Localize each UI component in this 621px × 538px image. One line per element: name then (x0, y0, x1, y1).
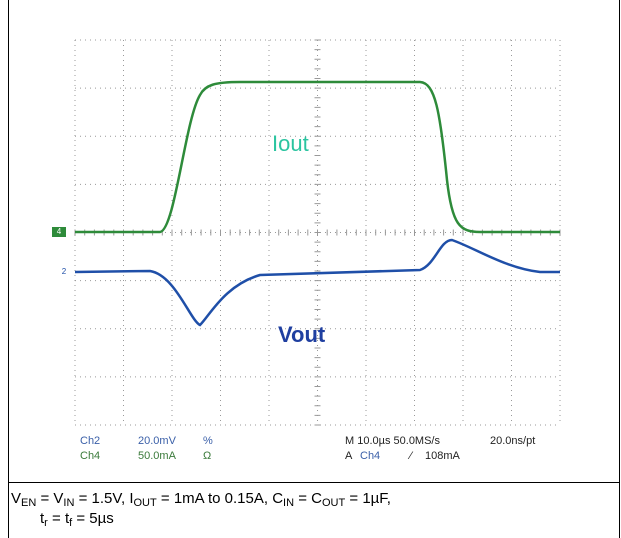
caption-text: = 1.5V, I (74, 490, 134, 507)
vout-trace (74, 238, 560, 327)
timebase: M 10.0µs 50.0MS/s (345, 435, 440, 447)
caption-text: = t (47, 510, 70, 527)
trace-label: Iout (272, 131, 309, 156)
caption-subscript: EN (21, 497, 37, 509)
channel-name: Ch2 (80, 435, 100, 447)
caption-text: = V (36, 490, 64, 507)
iout-trace (75, 80, 560, 234)
caption-subscript: f (69, 517, 73, 529)
trigger-source: Ch4 (360, 450, 380, 462)
channel-coupling: % (203, 435, 213, 447)
caption-text: = 1µF, (345, 490, 391, 507)
trigger-level: 108mA (425, 450, 461, 462)
caption-text: t (40, 510, 45, 527)
grid (74, 39, 561, 426)
caption-line: VEN = VIN = 1.5V, IOUT = 1mA to 0.15A, C… (11, 490, 391, 509)
caption-subscript: OUT (133, 497, 157, 509)
caption-subscript: IN (63, 497, 75, 509)
caption-text: = 1mA to 0.15A, C (156, 490, 284, 507)
channel-scale: 50.0mA (138, 450, 177, 462)
caption-text: V (11, 490, 22, 507)
trace-label: Vout (278, 322, 326, 347)
trigger-slope: ⁄ (407, 450, 414, 462)
caption-subscript: OUT (321, 497, 346, 509)
ch2-marker-label: 2 (62, 267, 67, 276)
caption-line: tr = tf = 5µs (40, 510, 114, 529)
channel-scale: 20.0mV (138, 435, 177, 447)
ch4-marker-label: 4 (57, 227, 62, 236)
trigger-mode: A (345, 450, 353, 462)
channel-name: Ch4 (80, 450, 100, 462)
channel-coupling: Ω (203, 450, 211, 462)
caption-subscript: r (44, 517, 48, 529)
ch4-marker (52, 227, 66, 237)
caption-text: = C (294, 490, 322, 507)
caption-text: = 5µs (72, 510, 114, 527)
resolution: 20.0ns/pt (490, 435, 535, 447)
caption-subscript: IN (283, 497, 295, 509)
